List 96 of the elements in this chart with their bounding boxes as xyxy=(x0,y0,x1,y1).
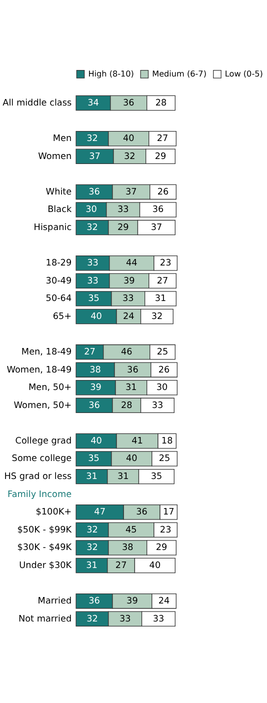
data-label: 36 xyxy=(88,400,100,411)
y-tick-label: 50-64 xyxy=(46,294,72,304)
y-tick-label: 18-29 xyxy=(46,258,72,269)
y-tick-label: Under $30K xyxy=(19,560,72,571)
data-label: 40 xyxy=(90,312,102,322)
data-label: 40 xyxy=(149,560,161,571)
data-label: 30 xyxy=(156,383,168,394)
data-label: 32 xyxy=(124,152,136,162)
data-label: 37 xyxy=(150,222,162,233)
data-label: 32 xyxy=(86,614,98,624)
data-label: 35 xyxy=(150,472,162,482)
data-label: 36 xyxy=(88,596,100,607)
data-label: 32 xyxy=(86,525,98,536)
y-tick-label: Men, 18-49 xyxy=(21,347,72,358)
data-label: 27 xyxy=(156,276,168,286)
data-label: 40 xyxy=(122,134,135,144)
data-label: 31 xyxy=(117,472,129,482)
data-label: 40 xyxy=(126,454,138,464)
data-label: 30 xyxy=(86,205,98,216)
y-tick-label: Hispanic xyxy=(34,222,72,233)
data-label: 25 xyxy=(158,454,170,464)
data-label: 29 xyxy=(154,152,166,162)
y-tick-label: $30K - $49K xyxy=(17,543,72,554)
data-label: 33 xyxy=(122,294,134,304)
data-label: 31 xyxy=(86,560,98,571)
y-tick-label: Some college xyxy=(12,454,72,464)
data-label: 26 xyxy=(157,187,170,198)
data-label: 25 xyxy=(156,347,168,358)
data-label: 33 xyxy=(87,276,98,286)
data-label: 46 xyxy=(120,347,133,358)
data-label: 39 xyxy=(126,596,138,607)
data-label: 24 xyxy=(158,596,170,607)
data-label: 34 xyxy=(88,98,100,108)
data-label: 40 xyxy=(90,436,102,446)
data-label: 33 xyxy=(87,258,98,269)
y-tick-label: Women, 50+ xyxy=(14,400,72,411)
y-tick-label: Men, 50+ xyxy=(28,383,72,394)
y-tick-label: College grad xyxy=(15,436,72,446)
data-label: 41 xyxy=(132,436,143,446)
data-label: 47 xyxy=(94,508,106,518)
data-label: 37 xyxy=(126,187,137,198)
data-label: 36 xyxy=(152,205,164,216)
y-tick-label: $50K - $99K xyxy=(17,525,72,536)
data-label: 44 xyxy=(126,258,138,269)
data-label: 27 xyxy=(84,347,96,358)
data-label: 37 xyxy=(89,152,100,162)
data-label: 27 xyxy=(156,134,168,144)
data-label: 33 xyxy=(152,400,164,411)
data-label: 45 xyxy=(126,525,137,536)
data-label: 36 xyxy=(136,508,148,518)
data-label: 32 xyxy=(86,543,98,554)
y-tick-label: Family Income xyxy=(8,490,72,500)
data-label: 39 xyxy=(124,276,136,286)
data-label: 36 xyxy=(88,187,100,198)
y-tick-label: $100K+ xyxy=(36,508,72,518)
y-tick-label: 30-49 xyxy=(46,276,72,286)
legend-label: High (8-10) xyxy=(88,68,134,79)
data-label: 18 xyxy=(161,436,174,446)
y-tick-label: All middle class xyxy=(2,98,72,108)
data-label: 35 xyxy=(88,454,100,464)
data-label: 32 xyxy=(86,134,98,144)
data-label: 31 xyxy=(154,294,166,304)
data-label: 28 xyxy=(155,98,168,108)
data-label: 27 xyxy=(115,560,127,571)
data-label: 36 xyxy=(127,365,139,376)
data-label: 36 xyxy=(122,98,135,108)
data-label: 38 xyxy=(90,365,102,376)
data-label: 23 xyxy=(160,258,172,269)
y-tick-label: Men xyxy=(52,134,72,144)
data-label: 33 xyxy=(119,614,131,624)
y-tick-label: Not married xyxy=(18,614,72,624)
data-label: 26 xyxy=(158,365,170,376)
data-label: 29 xyxy=(117,222,130,233)
data-label: 31 xyxy=(126,383,137,394)
data-label: 33 xyxy=(152,614,164,624)
y-tick-label: Women, 18-49 xyxy=(6,365,72,376)
y-tick-label: 65+ xyxy=(52,312,72,322)
data-label: 38 xyxy=(122,543,134,554)
data-label: 39 xyxy=(90,383,102,394)
y-tick-label: Married xyxy=(38,596,72,607)
y-tick-label: Women xyxy=(38,152,72,162)
data-label: 24 xyxy=(122,312,135,322)
data-label: 35 xyxy=(88,294,100,304)
legend-label: Low (0-5) xyxy=(224,68,263,79)
y-tick-label: Black xyxy=(48,205,72,216)
y-tick-label: White xyxy=(46,187,72,198)
data-label: 33 xyxy=(117,205,129,216)
y-tick-label: HS grad or less xyxy=(4,472,72,482)
data-label: 32 xyxy=(86,222,98,233)
data-label: 17 xyxy=(162,508,174,518)
data-label: 32 xyxy=(151,312,163,322)
data-label: 28 xyxy=(120,400,133,411)
data-label: 23 xyxy=(160,525,172,536)
legend-label: Medium (6-7) xyxy=(152,68,206,79)
data-label: 29 xyxy=(156,543,168,554)
data-label: 31 xyxy=(86,472,98,482)
